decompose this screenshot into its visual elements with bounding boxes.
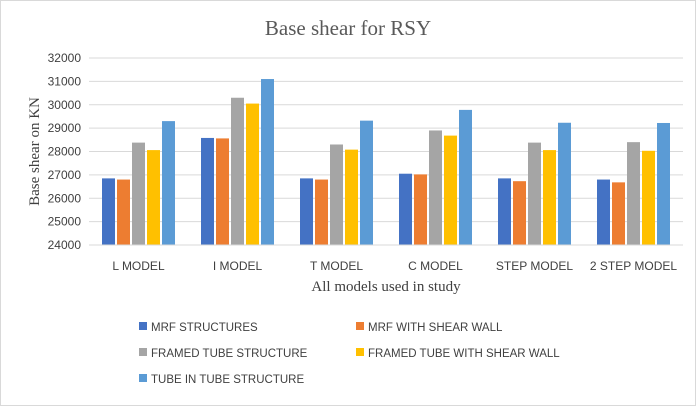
legend-swatch (356, 322, 364, 330)
bar (444, 135, 457, 245)
legend-swatch (139, 348, 147, 356)
bar (498, 178, 511, 245)
legend-label: FRAMED TUBE STRUCTURE (151, 348, 308, 360)
y-axis-ticks: 24000 25000 26000 27000 28000 29000 30000 31000… (48, 51, 82, 252)
chart-title: Base shear for RSY (265, 16, 431, 40)
x-axis-ticks: L MODEL I MODEL T MODEL C MODEL STEP MODEL 2 … (112, 259, 677, 273)
bar (657, 122, 670, 245)
y-tick-label: 32000 (48, 51, 82, 65)
y-tick-label: 30000 (48, 98, 82, 112)
bar (216, 138, 229, 245)
bar (300, 178, 313, 245)
bar (132, 142, 145, 245)
legend-swatch (139, 374, 147, 382)
bar (414, 174, 427, 245)
bar (102, 178, 115, 245)
x-tick-label: I MODEL (213, 259, 263, 273)
legend-swatch (139, 322, 147, 330)
legend-label: MRF WITH SHEAR WALL (368, 322, 503, 334)
y-tick-label: 31000 (48, 74, 82, 88)
x-tick-label: 2 STEP MODEL (590, 259, 677, 273)
y-tick-label: 26000 (48, 191, 82, 205)
bar (231, 97, 244, 245)
y-tick-label: 29000 (48, 121, 82, 135)
x-tick-label: STEP MODEL (496, 259, 573, 273)
bar (201, 137, 214, 245)
y-axis-title: Base shear on KN (27, 97, 43, 206)
bar (612, 182, 625, 245)
x-tick-label: T MODEL (310, 259, 363, 273)
bar (627, 142, 640, 245)
bar (147, 150, 160, 245)
bar (315, 179, 328, 245)
legend-swatch (356, 348, 364, 356)
legend-label: FRAMED TUBE WITH SHEAR WALL (368, 348, 560, 360)
bar (399, 173, 412, 245)
gridlines (89, 57, 683, 246)
bar (597, 179, 610, 245)
y-tick-label: 28000 (48, 145, 82, 159)
bar (117, 179, 130, 245)
bars (102, 79, 670, 245)
x-tick-label: L MODEL (112, 259, 165, 273)
bar (345, 149, 358, 245)
x-tick-label: C MODEL (408, 259, 463, 273)
bar (513, 181, 526, 245)
y-tick-label: 25000 (48, 215, 82, 229)
y-tick-label: 27000 (48, 168, 82, 182)
bar (543, 150, 556, 245)
bar (642, 150, 655, 245)
x-axis-title: All models used in study (311, 279, 461, 295)
bar (162, 121, 175, 245)
bar (459, 109, 472, 245)
legend-label: TUBE IN TUBE STRUCTURE (151, 374, 304, 386)
bar (360, 120, 373, 245)
bar (330, 144, 343, 245)
legend: MRF STRUCTURES MRF WITH SHEAR WALL FRAMED … (139, 322, 560, 386)
bar (261, 79, 274, 245)
bar (246, 103, 259, 245)
bar (429, 130, 442, 245)
bar (528, 142, 541, 245)
y-tick-label: 24000 (48, 238, 82, 252)
legend-label: MRF STRUCTURES (151, 322, 258, 334)
bar (558, 122, 571, 245)
